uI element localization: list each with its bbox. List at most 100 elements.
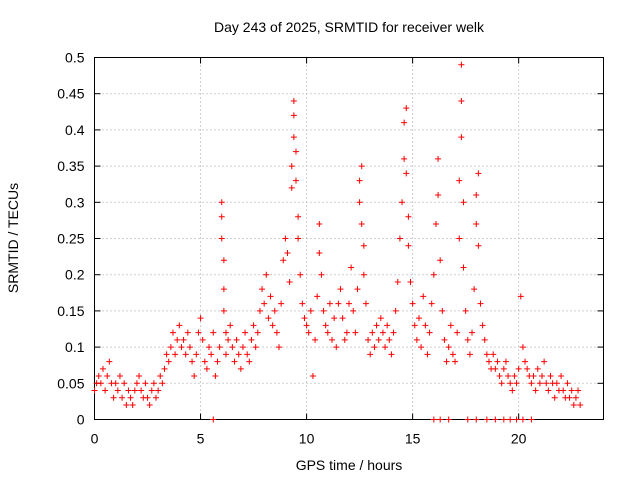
data-point xyxy=(553,380,560,387)
data-point xyxy=(271,307,278,314)
y-tick-label: 0.45 xyxy=(57,86,84,102)
data-point xyxy=(354,286,361,293)
data-point xyxy=(329,336,336,343)
data-point xyxy=(220,286,227,293)
grid xyxy=(94,57,604,420)
data-point xyxy=(494,358,501,365)
x-axis-title: GPS time / hours xyxy=(296,457,403,473)
data-point xyxy=(227,322,234,329)
x-tick-label: 10 xyxy=(299,431,315,447)
data-point xyxy=(566,394,573,401)
data-point xyxy=(178,344,185,351)
data-point xyxy=(199,336,206,343)
data-point xyxy=(133,380,140,387)
data-point xyxy=(473,221,480,228)
data-point xyxy=(420,293,427,300)
data-point xyxy=(312,336,319,343)
data-point xyxy=(309,373,316,380)
data-point xyxy=(471,286,478,293)
data-point xyxy=(142,380,149,387)
data-point xyxy=(301,315,308,322)
data-point xyxy=(528,416,535,423)
data-point xyxy=(358,163,365,170)
y-tick-label: 0.05 xyxy=(57,375,84,391)
data-point xyxy=(411,322,418,329)
data-point xyxy=(435,192,442,199)
data-point xyxy=(104,373,111,380)
data-point xyxy=(106,358,113,365)
data-point xyxy=(439,307,446,314)
data-point xyxy=(324,329,331,336)
data-point xyxy=(405,242,412,249)
data-point xyxy=(119,394,126,401)
data-point xyxy=(161,365,168,372)
data-point xyxy=(513,416,520,423)
data-point xyxy=(541,358,548,365)
data-point xyxy=(316,249,323,256)
x-tick-label: 15 xyxy=(405,431,421,447)
data-point xyxy=(169,329,176,336)
data-point xyxy=(356,199,363,206)
data-point xyxy=(405,213,412,220)
data-point xyxy=(295,235,302,242)
data-point xyxy=(483,416,490,423)
data-point xyxy=(456,177,463,184)
data-point xyxy=(237,365,244,372)
data-point xyxy=(407,278,414,285)
data-point xyxy=(572,394,579,401)
data-point xyxy=(536,380,543,387)
data-point xyxy=(99,365,106,372)
data-point xyxy=(246,358,253,365)
data-point xyxy=(116,373,123,380)
data-point xyxy=(564,380,571,387)
data-point xyxy=(515,365,522,372)
data-point xyxy=(97,380,104,387)
data-point xyxy=(131,387,138,394)
data-point xyxy=(498,380,505,387)
y-tick-label: 0.2 xyxy=(65,267,85,283)
data-point xyxy=(220,257,227,264)
data-point xyxy=(401,119,408,126)
data-point xyxy=(360,271,367,278)
data-point xyxy=(222,351,229,358)
data-point xyxy=(424,351,431,358)
data-point xyxy=(386,336,393,343)
data-point xyxy=(358,221,365,228)
y-tick-label: 0.3 xyxy=(65,194,85,210)
data-point xyxy=(547,373,554,380)
data-point xyxy=(282,235,289,242)
data-point xyxy=(125,387,132,394)
data-point xyxy=(392,307,399,314)
data-point xyxy=(505,373,512,380)
data-point xyxy=(456,235,463,242)
data-point xyxy=(513,380,520,387)
data-point xyxy=(303,322,310,329)
data-point xyxy=(280,257,287,264)
data-point xyxy=(290,134,297,141)
data-point xyxy=(259,286,266,293)
data-point xyxy=(335,300,342,307)
data-point xyxy=(352,329,359,336)
data-points xyxy=(91,61,584,423)
data-point xyxy=(341,336,348,343)
data-point xyxy=(157,373,164,380)
data-point xyxy=(447,322,454,329)
y-tick-label: 0.25 xyxy=(57,231,84,247)
data-point xyxy=(146,402,153,409)
data-point xyxy=(195,329,202,336)
data-point xyxy=(167,344,174,351)
data-point xyxy=(449,351,456,358)
data-point xyxy=(460,264,467,271)
data-point xyxy=(477,300,484,307)
data-point xyxy=(297,271,304,278)
data-point xyxy=(155,387,162,394)
data-point xyxy=(375,336,382,343)
data-point xyxy=(288,184,295,191)
data-point xyxy=(318,271,325,278)
data-point xyxy=(577,402,584,409)
data-point xyxy=(530,373,537,380)
data-point xyxy=(182,351,189,358)
data-point xyxy=(396,235,403,242)
data-point xyxy=(193,351,200,358)
data-point xyxy=(538,373,545,380)
